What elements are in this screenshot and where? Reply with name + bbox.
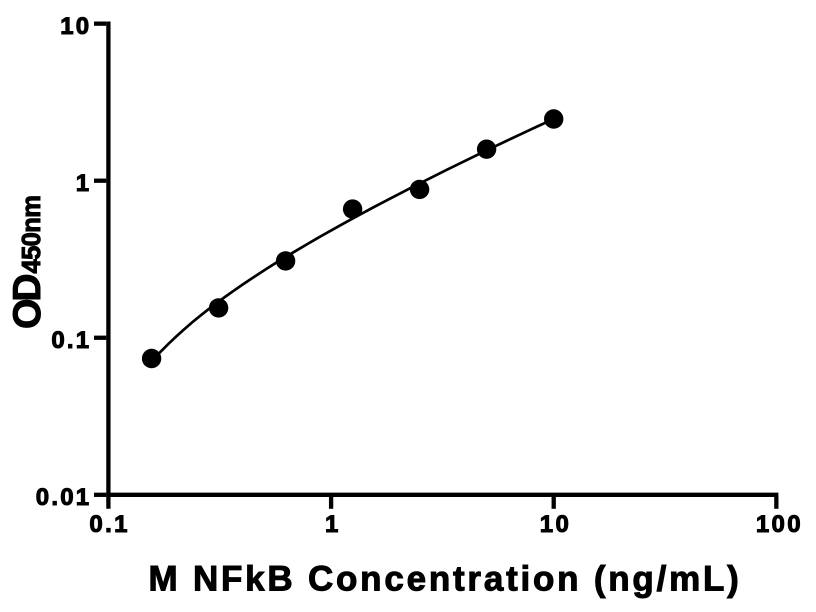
svg-text:M NFkB Concentration (ng/mL): M NFkB Concentration (ng/mL)	[149, 560, 742, 599]
svg-text:0.1: 0.1	[51, 327, 91, 354]
svg-text:0.01: 0.01	[36, 484, 92, 511]
svg-text:1: 1	[325, 511, 341, 538]
svg-text:1: 1	[76, 170, 92, 197]
svg-text:10: 10	[60, 13, 91, 40]
svg-text:0.1: 0.1	[89, 511, 129, 538]
svg-text:100: 100	[756, 511, 803, 538]
svg-text:10: 10	[540, 511, 571, 538]
